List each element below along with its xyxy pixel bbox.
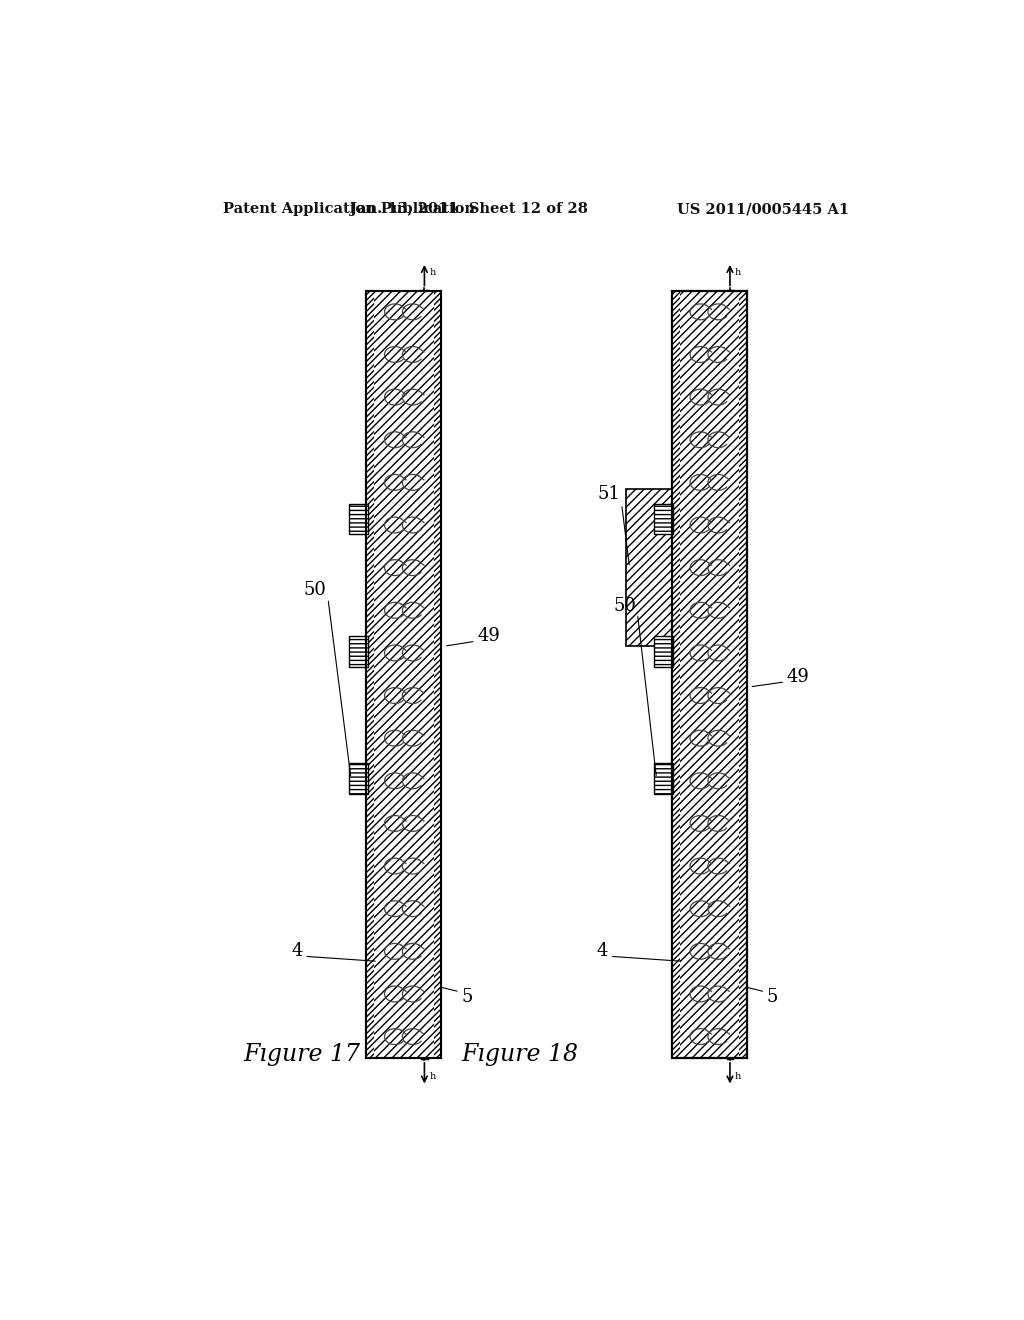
Bar [672, 290, 680, 1057]
Text: h: h [429, 1072, 435, 1081]
Text: Jan. 13, 2011  Sheet 12 of 28: Jan. 13, 2011 Sheet 12 of 28 [350, 202, 588, 216]
Text: 4: 4 [597, 942, 608, 960]
Bar [348, 636, 368, 667]
Bar [654, 763, 673, 793]
Bar [626, 488, 672, 647]
Text: h: h [734, 268, 741, 277]
Bar [739, 290, 748, 1057]
Bar [367, 290, 441, 1057]
Text: 50: 50 [303, 581, 327, 599]
Bar [367, 290, 374, 1057]
Bar [348, 763, 368, 793]
Text: 49: 49 [786, 668, 810, 686]
Text: 5: 5 [461, 987, 473, 1006]
Bar [672, 290, 748, 1057]
Text: h: h [429, 268, 435, 277]
Bar [654, 636, 673, 667]
Text: Patent Application Publication: Patent Application Publication [223, 202, 475, 216]
Bar [672, 290, 748, 1057]
Text: 5: 5 [767, 987, 778, 1006]
Text: 50: 50 [613, 597, 636, 615]
Bar [433, 290, 441, 1057]
Bar [348, 504, 368, 535]
Bar [672, 290, 748, 1057]
Text: Fıgure 18: Fıgure 18 [461, 1043, 579, 1065]
Text: US 2011/0005445 A1: US 2011/0005445 A1 [677, 202, 849, 216]
Text: 4: 4 [291, 942, 303, 960]
Text: 49: 49 [477, 627, 500, 645]
Text: h: h [734, 1072, 741, 1081]
Bar [367, 290, 441, 1057]
Text: 51: 51 [597, 484, 620, 503]
Bar [654, 504, 673, 535]
Text: Fıgure 17: Fıgure 17 [243, 1043, 360, 1065]
